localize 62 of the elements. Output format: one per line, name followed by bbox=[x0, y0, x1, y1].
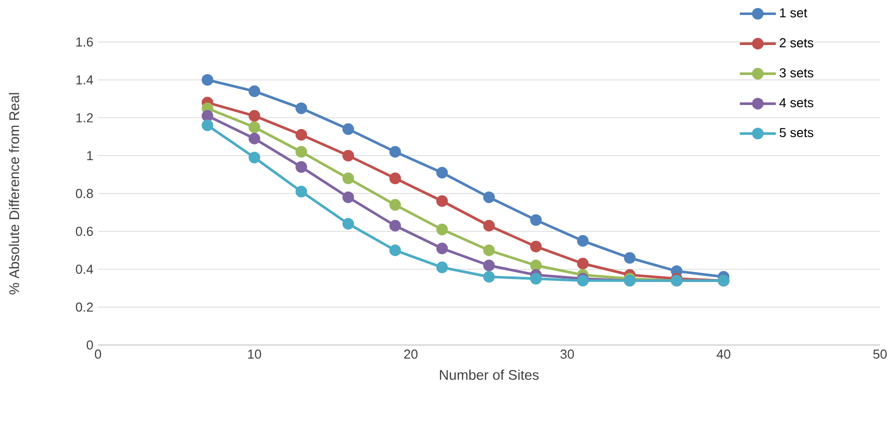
x-tick-label: 50 bbox=[873, 350, 887, 359]
point bbox=[436, 262, 448, 274]
point bbox=[530, 240, 542, 252]
point bbox=[389, 199, 401, 211]
point bbox=[248, 152, 260, 164]
point bbox=[248, 132, 260, 144]
point bbox=[296, 102, 308, 114]
point bbox=[342, 218, 354, 230]
point bbox=[342, 150, 354, 162]
x-tick-label: 20 bbox=[404, 350, 418, 359]
point bbox=[389, 244, 401, 256]
point bbox=[248, 85, 260, 98]
y-tick-label: 0 bbox=[86, 340, 93, 350]
point bbox=[202, 110, 214, 122]
point bbox=[530, 260, 542, 272]
point bbox=[436, 224, 448, 236]
point bbox=[248, 121, 260, 134]
point bbox=[342, 191, 354, 204]
point bbox=[530, 272, 542, 285]
y-tick-label: 0.6 bbox=[76, 226, 93, 236]
point bbox=[248, 110, 260, 122]
point bbox=[342, 172, 354, 184]
y-tick-label: 1.6 bbox=[76, 37, 93, 47]
point bbox=[624, 252, 636, 264]
y-tick-label: 1.2 bbox=[76, 113, 93, 122]
point bbox=[389, 172, 401, 184]
point bbox=[389, 146, 401, 158]
point bbox=[483, 244, 495, 256]
point bbox=[296, 128, 308, 141]
point bbox=[577, 235, 589, 247]
legend-label: 4 sets bbox=[779, 98, 814, 108]
point bbox=[483, 271, 495, 283]
point bbox=[483, 220, 495, 232]
point bbox=[296, 161, 308, 173]
point bbox=[436, 166, 448, 178]
point bbox=[436, 242, 448, 254]
x-tick-label: 10 bbox=[248, 350, 262, 359]
x-axis-title: Number of Sites bbox=[440, 370, 539, 380]
y-tick-label: 0.8 bbox=[76, 188, 93, 198]
x-tick-label: 0 bbox=[94, 350, 102, 359]
point bbox=[483, 260, 495, 272]
y-axis-title: % Absolute Difference from Real bbox=[8, 93, 20, 294]
point bbox=[296, 146, 308, 158]
point bbox=[483, 191, 495, 204]
point bbox=[296, 186, 308, 198]
point bbox=[202, 74, 214, 86]
legend-label: 1 set bbox=[780, 8, 808, 18]
x-tick-label: 30 bbox=[560, 350, 574, 359]
y-tick-label: 1 bbox=[87, 151, 93, 160]
point bbox=[389, 220, 401, 232]
y-tick-label: 0.2 bbox=[76, 302, 93, 312]
legend-label: 2 sets bbox=[780, 38, 814, 48]
y-tick-label: 1.4 bbox=[76, 75, 94, 84]
legend-label: 3 sets bbox=[780, 68, 814, 78]
point bbox=[530, 214, 542, 226]
point bbox=[202, 120, 214, 132]
point bbox=[342, 123, 354, 135]
x-tick-label: 40 bbox=[716, 350, 730, 359]
y-tick-label: 0.4 bbox=[76, 264, 94, 274]
point bbox=[577, 258, 589, 270]
point bbox=[436, 195, 448, 207]
legend-label: 5 sets bbox=[780, 128, 814, 138]
